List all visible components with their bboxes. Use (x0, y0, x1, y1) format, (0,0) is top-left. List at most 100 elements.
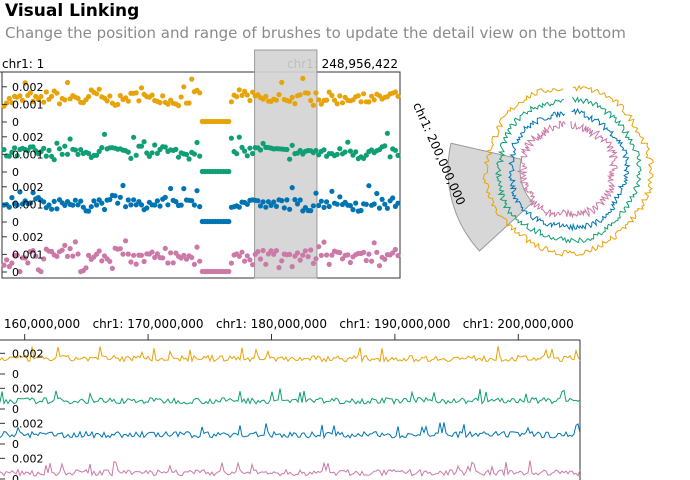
overview-point (181, 252, 187, 258)
overview-point (239, 144, 245, 150)
overview-point (384, 130, 390, 136)
overview-point (324, 199, 330, 205)
overview-point (310, 102, 316, 108)
overview-point (334, 101, 340, 107)
overview-point (149, 150, 155, 156)
overview-point (14, 202, 20, 208)
overview-point (54, 140, 60, 146)
overview-point (6, 153, 12, 159)
overview-point (123, 204, 129, 210)
overview-point (46, 202, 52, 208)
overview-point (279, 198, 285, 204)
overview-point (14, 153, 20, 159)
overview-point (308, 97, 314, 104)
overview-point (321, 204, 327, 210)
overview-point (138, 202, 145, 208)
overview-point (131, 252, 137, 258)
overview-point (321, 239, 327, 245)
overview-point (297, 92, 303, 98)
overview-point (9, 260, 15, 266)
detail-x-tick-label: chr1: 180,000,000 (216, 317, 327, 331)
overview-point (189, 76, 195, 82)
overview-point (287, 251, 293, 257)
overview-y-tick-label: 0 (12, 216, 19, 229)
overview-point (175, 103, 182, 109)
overview-point (236, 134, 242, 140)
circular-ring (516, 120, 618, 218)
overview-y-axis: 0.002 0.001 0 0.002 0.001 0 0.002 0.001 0 0.002 0.… (2, 81, 44, 279)
overview-point (369, 258, 375, 264)
overview-point (70, 253, 76, 259)
overview-point (339, 100, 346, 106)
overview-point (284, 146, 290, 153)
overview-point (379, 196, 385, 202)
overview-point (361, 249, 367, 255)
overview-point (310, 203, 316, 209)
overview-point (117, 246, 123, 252)
overview-point (257, 203, 264, 209)
overview-point (294, 250, 301, 256)
overview-point (94, 202, 100, 208)
overview-point (316, 202, 322, 209)
overview-point (62, 202, 68, 208)
overview-point (334, 201, 340, 207)
overview-point (125, 98, 131, 104)
overview-marks (1, 75, 401, 275)
overview-point (242, 148, 248, 154)
overview-point (318, 198, 324, 204)
overview-point (289, 185, 295, 191)
detail-x-tick-label: chr1: 200,000,000 (463, 317, 574, 331)
overview-point (300, 252, 306, 258)
overview-point (168, 250, 174, 256)
circular-marks (482, 84, 654, 257)
overview-y-tick-label: 0 (12, 166, 19, 179)
overview-point (17, 269, 23, 275)
overview-point (263, 261, 269, 267)
overview-point (247, 257, 253, 263)
overview-y-tick-label: 0.002 (12, 231, 44, 244)
overview-point (236, 87, 242, 93)
overview-point (94, 152, 100, 158)
overview-y-tick-label: 0.002 (12, 81, 44, 94)
circular-ring (494, 96, 642, 244)
overview-point (154, 150, 160, 156)
detail-y-tick-label: 0 (12, 368, 19, 381)
overview-point (112, 193, 118, 199)
overview-point (194, 244, 200, 250)
circular-brush[interactable] (447, 142, 534, 252)
overview-point (294, 201, 301, 207)
detail-y-tick-label: 0 (12, 438, 19, 451)
overview-point (284, 197, 290, 203)
overview-point (197, 258, 203, 264)
overview-point (395, 253, 401, 259)
overview-point (310, 260, 316, 266)
overview-point (6, 95, 12, 102)
overview-point (107, 93, 113, 99)
overview-point (19, 97, 26, 103)
overview-point (157, 100, 163, 106)
overview-point (173, 146, 179, 152)
overview-y-tick-label: 0.002 (12, 181, 44, 194)
overview-brush[interactable] (254, 49, 318, 279)
overview-point (392, 246, 398, 253)
overview-point (331, 97, 338, 103)
overview-point (96, 148, 102, 154)
overview-point (125, 251, 131, 257)
overview-point (99, 258, 105, 264)
overview-point (165, 202, 171, 208)
overview-point (300, 75, 306, 81)
overview-point (70, 202, 76, 208)
overview-y-tick-label: 0.001 (12, 148, 44, 161)
overview-point (9, 195, 15, 201)
overview-point (75, 151, 81, 157)
overview-point (342, 149, 348, 155)
overview-point (194, 139, 200, 146)
overview-point (329, 252, 335, 258)
overview-point (131, 134, 137, 140)
detail-line (0, 460, 581, 478)
overview-point (104, 98, 110, 104)
overview-point (120, 251, 126, 257)
overview-point (374, 249, 380, 255)
overview-point (131, 197, 137, 203)
overview-point (260, 199, 266, 205)
